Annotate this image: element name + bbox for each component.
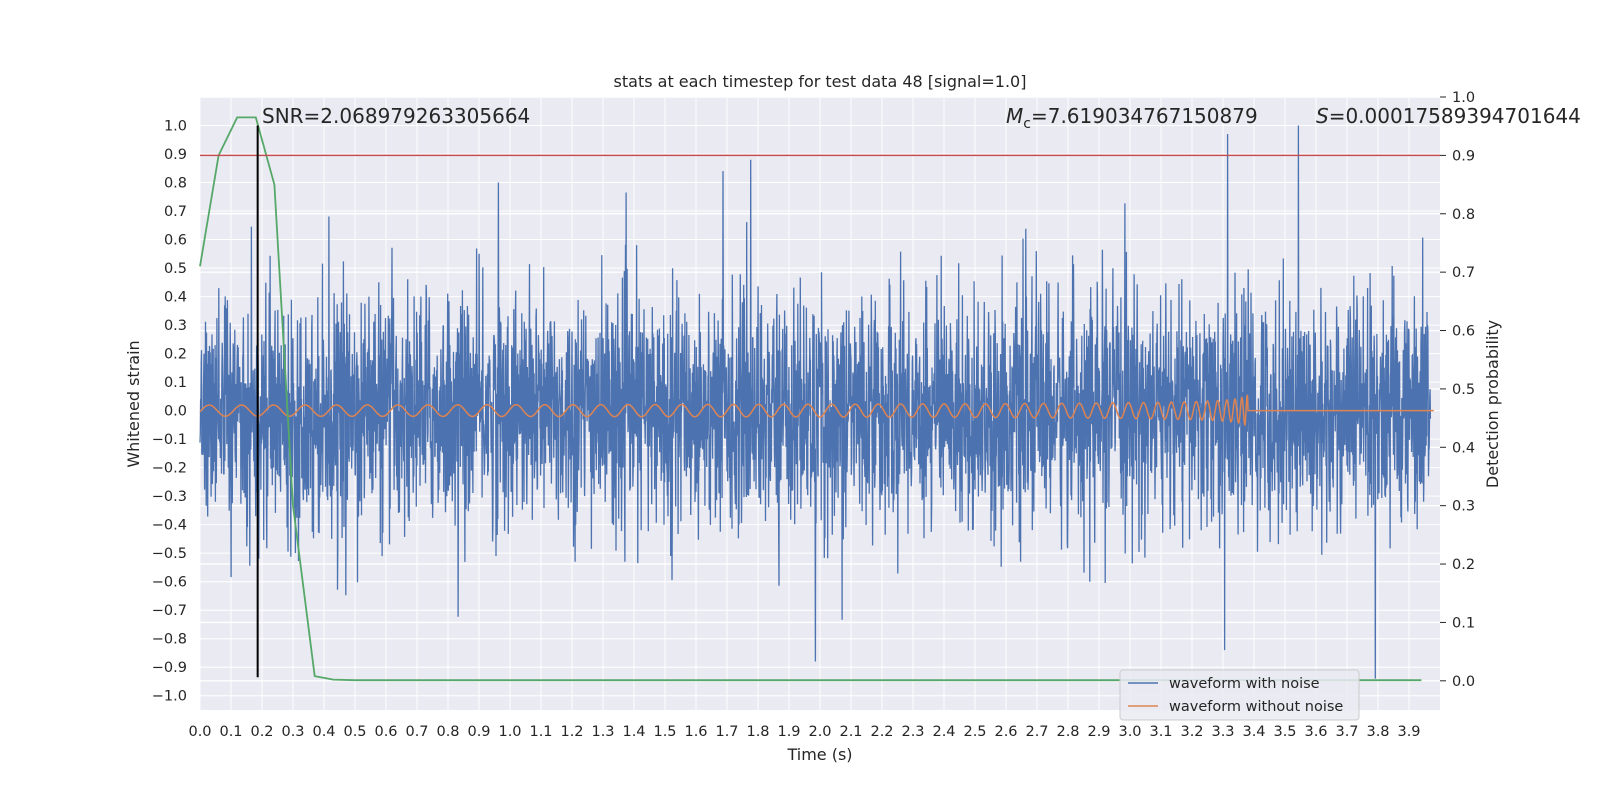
y2-tick-label: 0.5 bbox=[1452, 382, 1475, 398]
y-tick-label: 0.9 bbox=[164, 147, 187, 163]
x-tick-label: 0.1 bbox=[219, 724, 242, 740]
series-waveform-with-noise bbox=[199, 125, 1432, 679]
x-tick-label: 3.8 bbox=[1366, 724, 1389, 740]
snr-annotation: SNR=2.068979263305664 bbox=[262, 104, 530, 128]
s-value: =0.00017589394701644 bbox=[1329, 104, 1581, 128]
y2-tick-label: 0.4 bbox=[1452, 440, 1475, 456]
y-tick-label: 0.3 bbox=[164, 318, 187, 334]
x-tick-label: 3.4 bbox=[1242, 724, 1265, 740]
y-tick-label: 0.5 bbox=[164, 261, 187, 277]
chirp-mass-annotation: Mc=7.619034767150879 bbox=[1006, 104, 1258, 132]
x-tick-label: 0.3 bbox=[281, 724, 304, 740]
y2-tick-label: 0.1 bbox=[1452, 615, 1475, 631]
y-tick-label: −1.0 bbox=[152, 689, 187, 705]
x-tick-label: 1.4 bbox=[622, 724, 645, 740]
x-tick-label: 1.2 bbox=[560, 724, 583, 740]
x-tick-label: 0.5 bbox=[343, 724, 366, 740]
x-tick-label: 0.8 bbox=[436, 724, 459, 740]
chirp-mass-symbol: M bbox=[1006, 104, 1023, 128]
y-tick-label: −0.4 bbox=[152, 518, 187, 534]
y-tick-label: 0.1 bbox=[164, 375, 187, 391]
y2-tick-label: 0.7 bbox=[1452, 265, 1475, 281]
x-tick-label: 2.4 bbox=[932, 724, 955, 740]
chirp-mass-subscript: c bbox=[1023, 116, 1031, 132]
x-tick-label: 2.2 bbox=[870, 724, 893, 740]
x-tick-label: 2.3 bbox=[901, 724, 924, 740]
y-tick-label: 0.0 bbox=[164, 404, 187, 420]
x-tick-label: 3.1 bbox=[1149, 724, 1172, 740]
y2-axis-label: Detection probability bbox=[1483, 320, 1502, 488]
s-annotation: S=0.00017589394701644 bbox=[1316, 104, 1581, 128]
y-tick-label: −0.9 bbox=[152, 660, 187, 676]
legend-label-with-noise: waveform with noise bbox=[1169, 676, 1320, 692]
x-tick-label: 1.3 bbox=[591, 724, 614, 740]
x-tick-label: 3.0 bbox=[1118, 724, 1141, 740]
y-tick-label: 0.4 bbox=[164, 290, 187, 306]
y2-tick-label: 0.3 bbox=[1452, 499, 1475, 515]
series-detection-probability bbox=[199, 116, 1422, 682]
y2-tick-label: 1.0 bbox=[1452, 90, 1475, 106]
y-tick-label: −0.8 bbox=[152, 632, 187, 648]
y-tick-label: 0.6 bbox=[164, 233, 187, 249]
y-tick-label: 0.8 bbox=[164, 176, 187, 192]
x-tick-label: 0.9 bbox=[467, 724, 490, 740]
x-tick-label: 3.9 bbox=[1397, 724, 1420, 740]
y-tick-label: 0.7 bbox=[164, 204, 187, 220]
x-tick-label: 1.0 bbox=[498, 724, 521, 740]
x-tick-label: 3.5 bbox=[1273, 724, 1296, 740]
x-tick-label: 1.1 bbox=[529, 724, 552, 740]
x-axis-label: Time (s) bbox=[786, 745, 852, 764]
s-symbol: S bbox=[1316, 104, 1329, 128]
y-tick-label: −0.1 bbox=[152, 432, 187, 448]
x-tick-label: 1.8 bbox=[746, 724, 769, 740]
y-tick-label: 0.2 bbox=[164, 347, 187, 363]
x-tick-label: 1.9 bbox=[777, 724, 800, 740]
plot-data bbox=[199, 116, 1440, 682]
x-tick-label: 0.7 bbox=[405, 724, 428, 740]
y-tick-label: −0.6 bbox=[152, 575, 187, 591]
chirp-mass-value: =7.619034767150879 bbox=[1031, 104, 1258, 128]
y-axis-label: Whitened strain bbox=[124, 340, 143, 467]
y-tick-label: 1.0 bbox=[164, 119, 187, 135]
x-tick-label: 2.8 bbox=[1056, 724, 1079, 740]
x-tick-label: 3.6 bbox=[1304, 724, 1327, 740]
x-tick-label: 2.0 bbox=[808, 724, 831, 740]
series-waveform-without-noise bbox=[199, 394, 1434, 427]
y2-tick-label: 0.8 bbox=[1452, 207, 1475, 223]
legend-box bbox=[1119, 669, 1360, 721]
x-tick-label: 2.1 bbox=[839, 724, 862, 740]
x-tick-label: 2.5 bbox=[963, 724, 986, 740]
y2-tick-label: 0.2 bbox=[1452, 557, 1475, 573]
y-tick-label: −0.3 bbox=[152, 489, 187, 505]
y2-tick-label: 0.0 bbox=[1452, 674, 1475, 690]
ticks: 0.0 0.1 0.2 0.3 0.4 0.5 0.6 0.7 0.8 0.9 1.0 1.1 1.2 1… bbox=[152, 90, 1475, 740]
y2-tick-label: 0.6 bbox=[1452, 324, 1475, 340]
x-tick-label: 0.6 bbox=[374, 724, 397, 740]
x-tick-label: 3.2 bbox=[1180, 724, 1203, 740]
x-tick-label: 2.9 bbox=[1087, 724, 1110, 740]
x-tick-label: 2.7 bbox=[1025, 724, 1048, 740]
x-tick-label: 2.6 bbox=[994, 724, 1017, 740]
x-tick-label: 1.5 bbox=[653, 724, 676, 740]
y-tick-label: −0.2 bbox=[152, 461, 187, 477]
legend-label-without-noise: waveform without noise bbox=[1169, 699, 1343, 715]
y2-tick-label: 0.9 bbox=[1452, 148, 1475, 164]
x-tick-label: 3.3 bbox=[1211, 724, 1234, 740]
x-tick-label: 1.6 bbox=[684, 724, 707, 740]
x-tick-label: 1.7 bbox=[715, 724, 738, 740]
x-tick-label: 0.4 bbox=[312, 724, 335, 740]
x-tick-label: 0.2 bbox=[250, 724, 273, 740]
x-tick-label: 3.7 bbox=[1335, 724, 1358, 740]
legend: waveform with noise waveform without noi… bbox=[1119, 669, 1360, 721]
y-tick-label: −0.5 bbox=[152, 546, 187, 562]
chart-title: stats at each timestep for test data 48 … bbox=[614, 72, 1027, 91]
y-tick-label: −0.7 bbox=[152, 603, 187, 619]
x-tick-label: 0.0 bbox=[188, 724, 211, 740]
